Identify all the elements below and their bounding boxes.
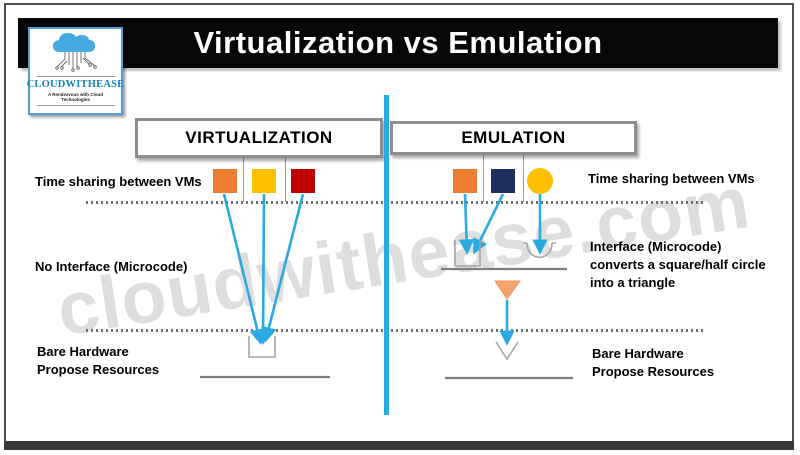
vm-square-yellow-left <box>252 169 276 193</box>
vm-square-orange-left <box>213 169 237 193</box>
vm-square-navy-right <box>491 169 515 193</box>
connector-stub <box>285 155 286 202</box>
emulation-header-label: EMULATION <box>461 128 566 147</box>
page-title: Virtualization vs Emulation <box>193 25 603 60</box>
virtualization-header-label: VIRTUALIZATION <box>185 128 333 147</box>
dotted-separator-bottom <box>86 329 706 332</box>
cloudwithease-logo: CLOUDWITHEASE A Rendezvous with Cloud Te… <box>26 27 125 115</box>
vm-square-red-left <box>291 169 315 193</box>
left-hardware-label: Bare Hardware Propose Resources <box>37 344 160 377</box>
cloud-circuit-icon <box>52 33 97 72</box>
virtualization-header-box: VIRTUALIZATION <box>135 118 383 158</box>
logo-tagline: A Rendezvous with Cloud Technologies <box>36 92 115 106</box>
dotted-separator-top <box>86 201 706 204</box>
title-bar: Virtualization vs Emulation <box>18 18 778 68</box>
logo-name: CLOUDWITHEASE <box>26 79 125 90</box>
connector-stub <box>483 152 484 202</box>
right-hardware-label: Bare Hardware Propose Resources <box>592 346 715 379</box>
slide-frame-bottom-bar <box>4 441 794 450</box>
connector-stub <box>243 155 244 202</box>
vm-square-orange-right <box>453 169 477 193</box>
right-interface-label: Interface (Microcode) converts a square/… <box>590 239 766 290</box>
logo-divider <box>36 76 115 77</box>
right-time-sharing-label: Time sharing between VMs <box>588 171 755 186</box>
left-time-sharing-label: Time sharing between VMs <box>35 174 202 189</box>
emulation-header-box: EMULATION <box>390 121 637 155</box>
connector-stub <box>523 152 524 202</box>
center-divider-line <box>384 95 389 415</box>
left-interface-label: No Interface (Microcode) <box>35 259 188 274</box>
vm-circle-yellow-right <box>527 168 553 194</box>
